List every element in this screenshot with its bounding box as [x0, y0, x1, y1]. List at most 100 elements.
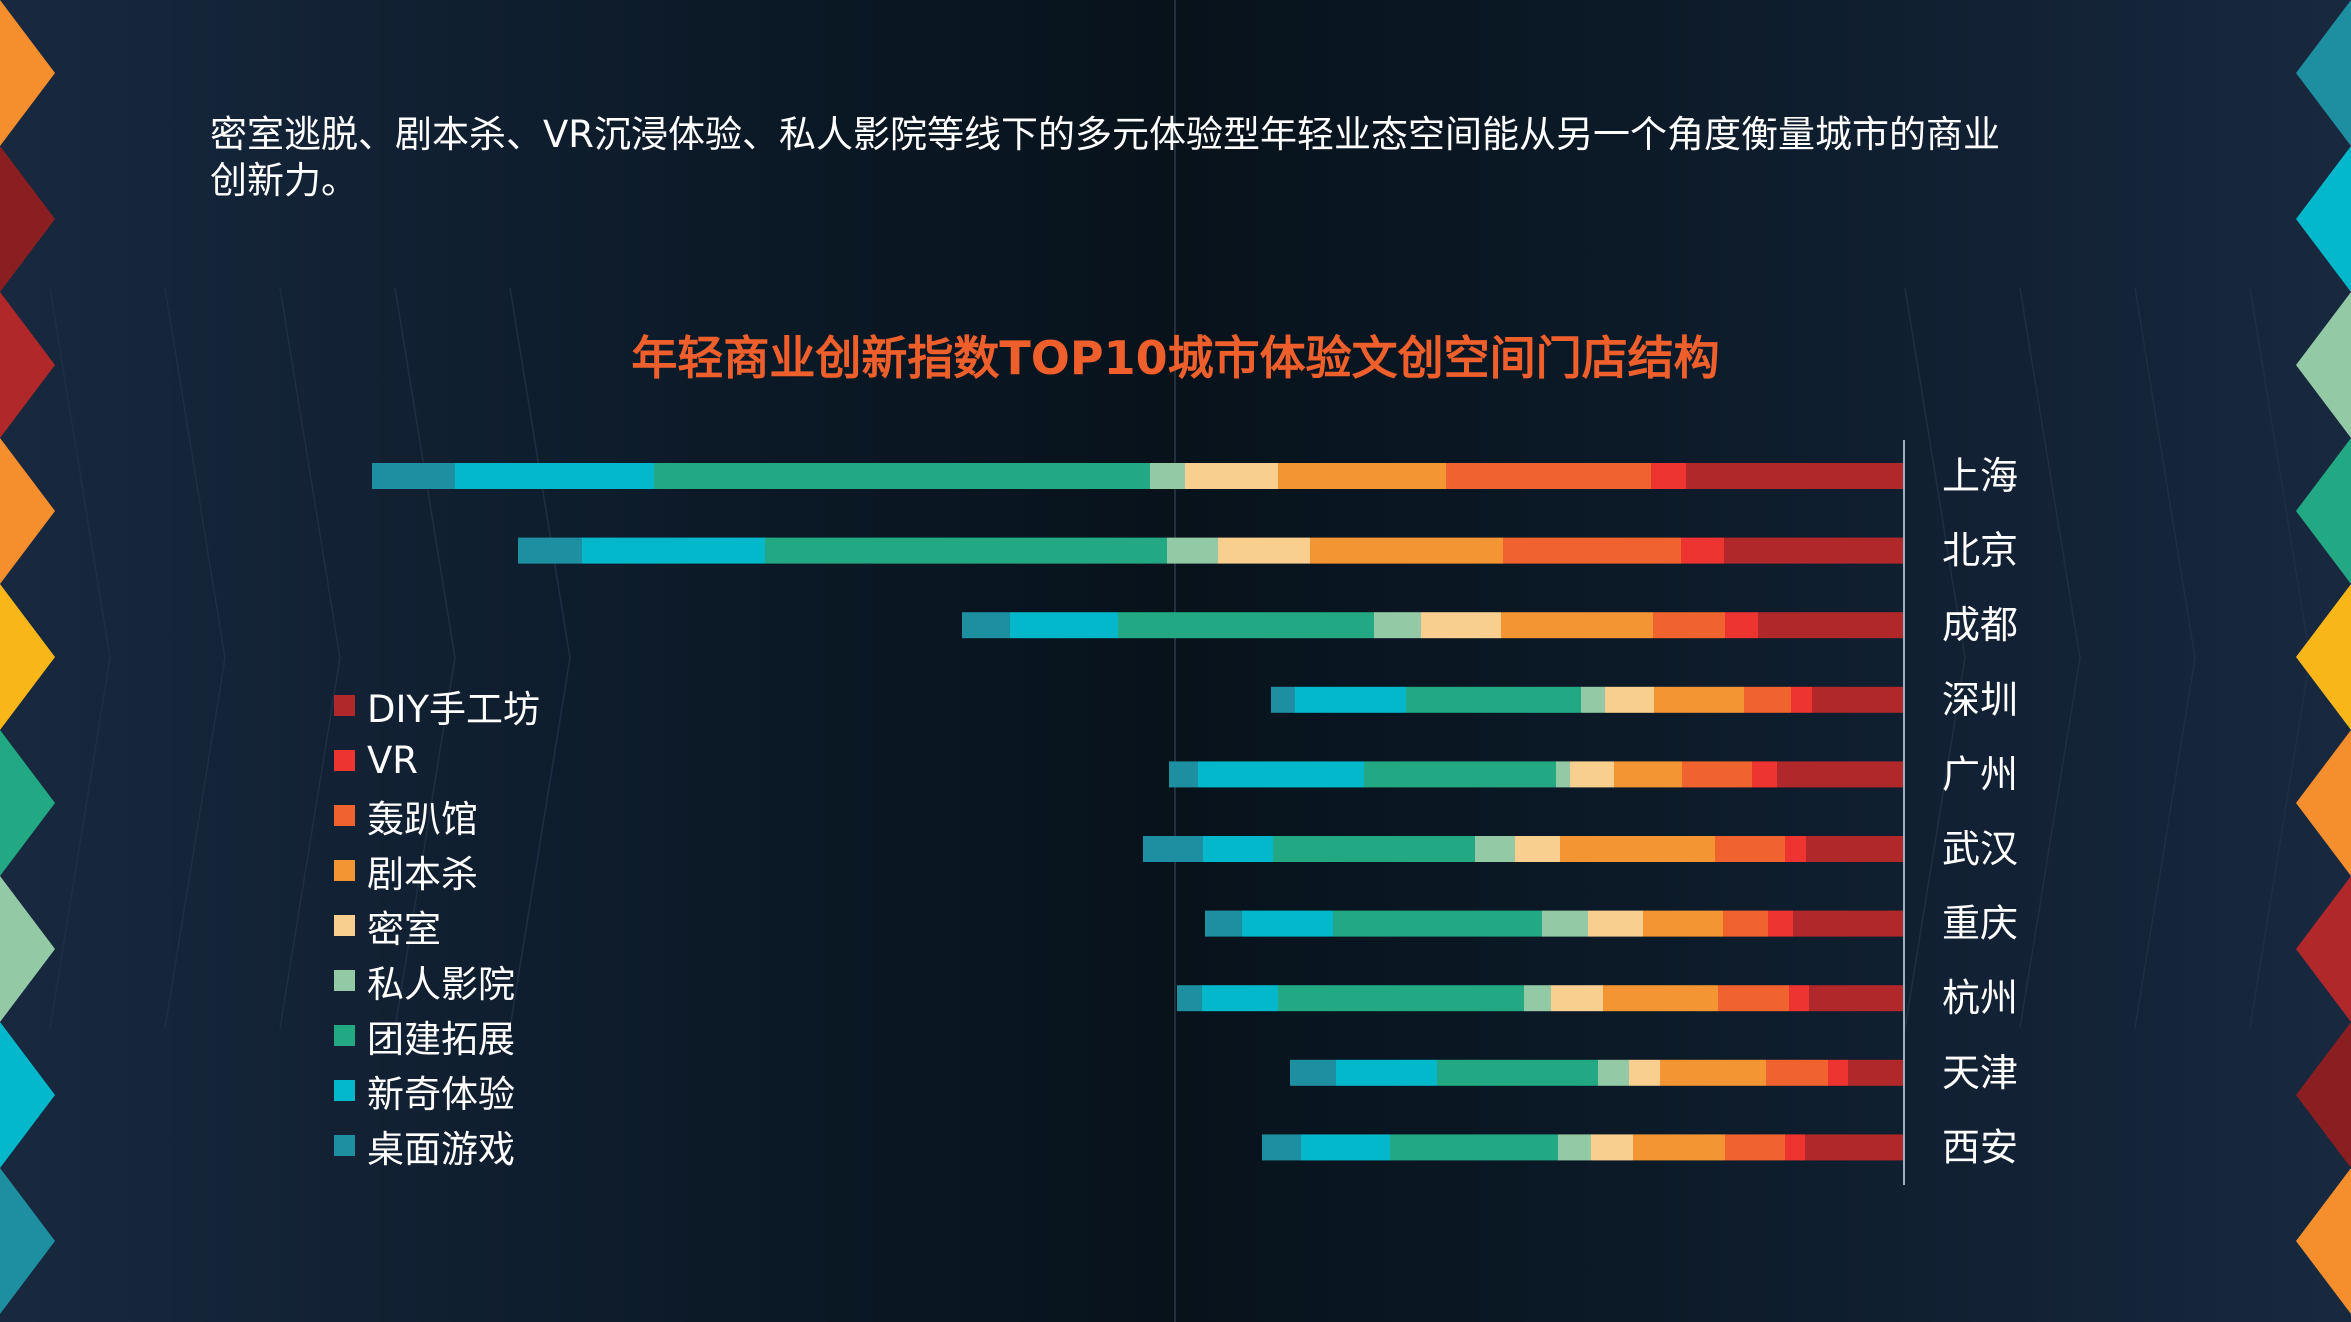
bar-segment: [1336, 1059, 1437, 1086]
legend-swatch: [334, 970, 355, 991]
bar-segment: [1262, 1134, 1301, 1161]
bar-segment: [1290, 1059, 1336, 1086]
city-label: 广州: [1942, 752, 2018, 796]
bar-segment: [1725, 612, 1758, 639]
legend-item: DIY手工坊: [334, 678, 540, 733]
bar-segment: [1812, 686, 1904, 713]
bar-segment: [1588, 910, 1643, 937]
bar-segment: [1805, 1134, 1904, 1161]
bar-segment: [1515, 836, 1560, 862]
bar-segment: [1766, 1059, 1828, 1086]
bar-segment: [1542, 910, 1588, 937]
bar-segment: [1718, 985, 1789, 1012]
legend-label: VR: [367, 739, 419, 782]
bar-segment: [1785, 836, 1806, 862]
bar-segment: [1725, 1134, 1785, 1161]
legend-swatch: [334, 805, 355, 826]
bar-segment: [1437, 1059, 1598, 1086]
bar-segment: [1791, 686, 1812, 713]
bar-segment: [1651, 463, 1686, 489]
bar-segment: [1603, 985, 1718, 1012]
legend-swatch: [334, 695, 355, 716]
bar-segment: [1777, 761, 1904, 788]
legend-label: 轰趴馆: [367, 797, 478, 841]
bar-segment: [582, 537, 765, 564]
legend-item: 剧本杀: [334, 843, 540, 898]
bar-segment: [1278, 463, 1446, 489]
bar-segment: [1150, 463, 1185, 489]
legend-swatch: [334, 915, 355, 936]
legend-label: 新奇体验: [367, 1072, 515, 1116]
bar-segment: [1198, 761, 1364, 788]
bar-segment: [1310, 537, 1503, 564]
bar-segment: [1633, 1134, 1725, 1161]
legend: DIY手工坊 VR 轰趴馆 剧本杀 密室 私人影院 团建拓展 新奇体验 桌面游戏: [334, 678, 540, 1173]
bar-segment: [1167, 537, 1218, 564]
bar-segment: [962, 612, 1010, 639]
bar-segment: [1242, 910, 1333, 937]
bar-segment: [1789, 985, 1809, 1012]
bar-segment: [1218, 537, 1310, 564]
bar-segment: [1614, 761, 1682, 788]
bar-segment: [1551, 985, 1603, 1012]
bar-segment: [1752, 761, 1777, 788]
city-label: 武汉: [1942, 827, 2018, 871]
bar-segment: [1374, 612, 1421, 639]
intro-text: 密室逃脱、剧本杀、VR沉浸体验、私人影院等线下的多元体验型年轻业态空间能从另一个…: [210, 113, 2001, 202]
bar-segment: [1598, 1059, 1629, 1086]
bar-segment: [518, 537, 582, 564]
bar-segment: [1118, 612, 1374, 639]
bar-segment: [1185, 463, 1278, 489]
legend-item: 桌面游戏: [334, 1118, 540, 1173]
bar-segment: [1744, 686, 1791, 713]
bar-segment: [1177, 985, 1202, 1012]
bar-segment: [1723, 910, 1768, 937]
legend-label: 剧本杀: [367, 852, 478, 896]
city-label: 杭州: [1942, 976, 2018, 1020]
city-label: 北京: [1942, 529, 2018, 573]
bar-segment: [1524, 985, 1551, 1012]
legend-label: DIY手工坊: [367, 687, 541, 731]
legend-swatch: [334, 1135, 355, 1156]
bar-segment: [1785, 1134, 1805, 1161]
bar-segment: [1295, 686, 1406, 713]
bar-segment: [1681, 537, 1724, 564]
city-label: 深圳: [1942, 678, 2018, 722]
bar-segment: [1143, 836, 1203, 862]
bar-segment: [1202, 985, 1278, 1012]
bar-segment: [1446, 463, 1651, 489]
legend-label: 密室: [367, 907, 441, 951]
bar-segment: [1390, 1134, 1558, 1161]
city-label: 天津: [1942, 1051, 2018, 1095]
bar-segment: [1809, 985, 1904, 1012]
city-label: 西安: [1942, 1125, 2018, 1169]
bar-segment: [1715, 836, 1785, 862]
bar-segment: [1828, 1059, 1848, 1086]
chart-title: 年轻商业创新指数TOP10城市体验文创空间门店结构: [631, 331, 1720, 385]
bar-segment: [1654, 686, 1744, 713]
left-edge-triangles: [0, 0, 55, 1314]
bar-segment: [1643, 910, 1723, 937]
bar-segment: [1629, 1059, 1660, 1086]
legend-label: 桌面游戏: [367, 1127, 515, 1171]
city-label: 上海: [1942, 454, 2018, 498]
bar-segment: [1686, 463, 1904, 489]
legend-item: 私人影院: [334, 953, 540, 1008]
left-chevron-pattern: [49, 287, 571, 1029]
legend-item: VR: [334, 733, 540, 788]
bar-segment: [1605, 686, 1654, 713]
bar-segment: [1406, 686, 1581, 713]
bar-segment: [1503, 537, 1681, 564]
bar-segment: [1333, 910, 1542, 937]
bar-segment: [1301, 1134, 1390, 1161]
bar-segment: [1271, 686, 1295, 713]
legend-item: 轰趴馆: [334, 788, 540, 843]
bar-segment: [1421, 612, 1501, 639]
bar-segment: [1205, 910, 1242, 937]
bar-segment: [1556, 761, 1570, 788]
legend-swatch: [334, 1080, 355, 1101]
legend-item: 密室: [334, 898, 540, 953]
bar-segment: [455, 463, 654, 489]
